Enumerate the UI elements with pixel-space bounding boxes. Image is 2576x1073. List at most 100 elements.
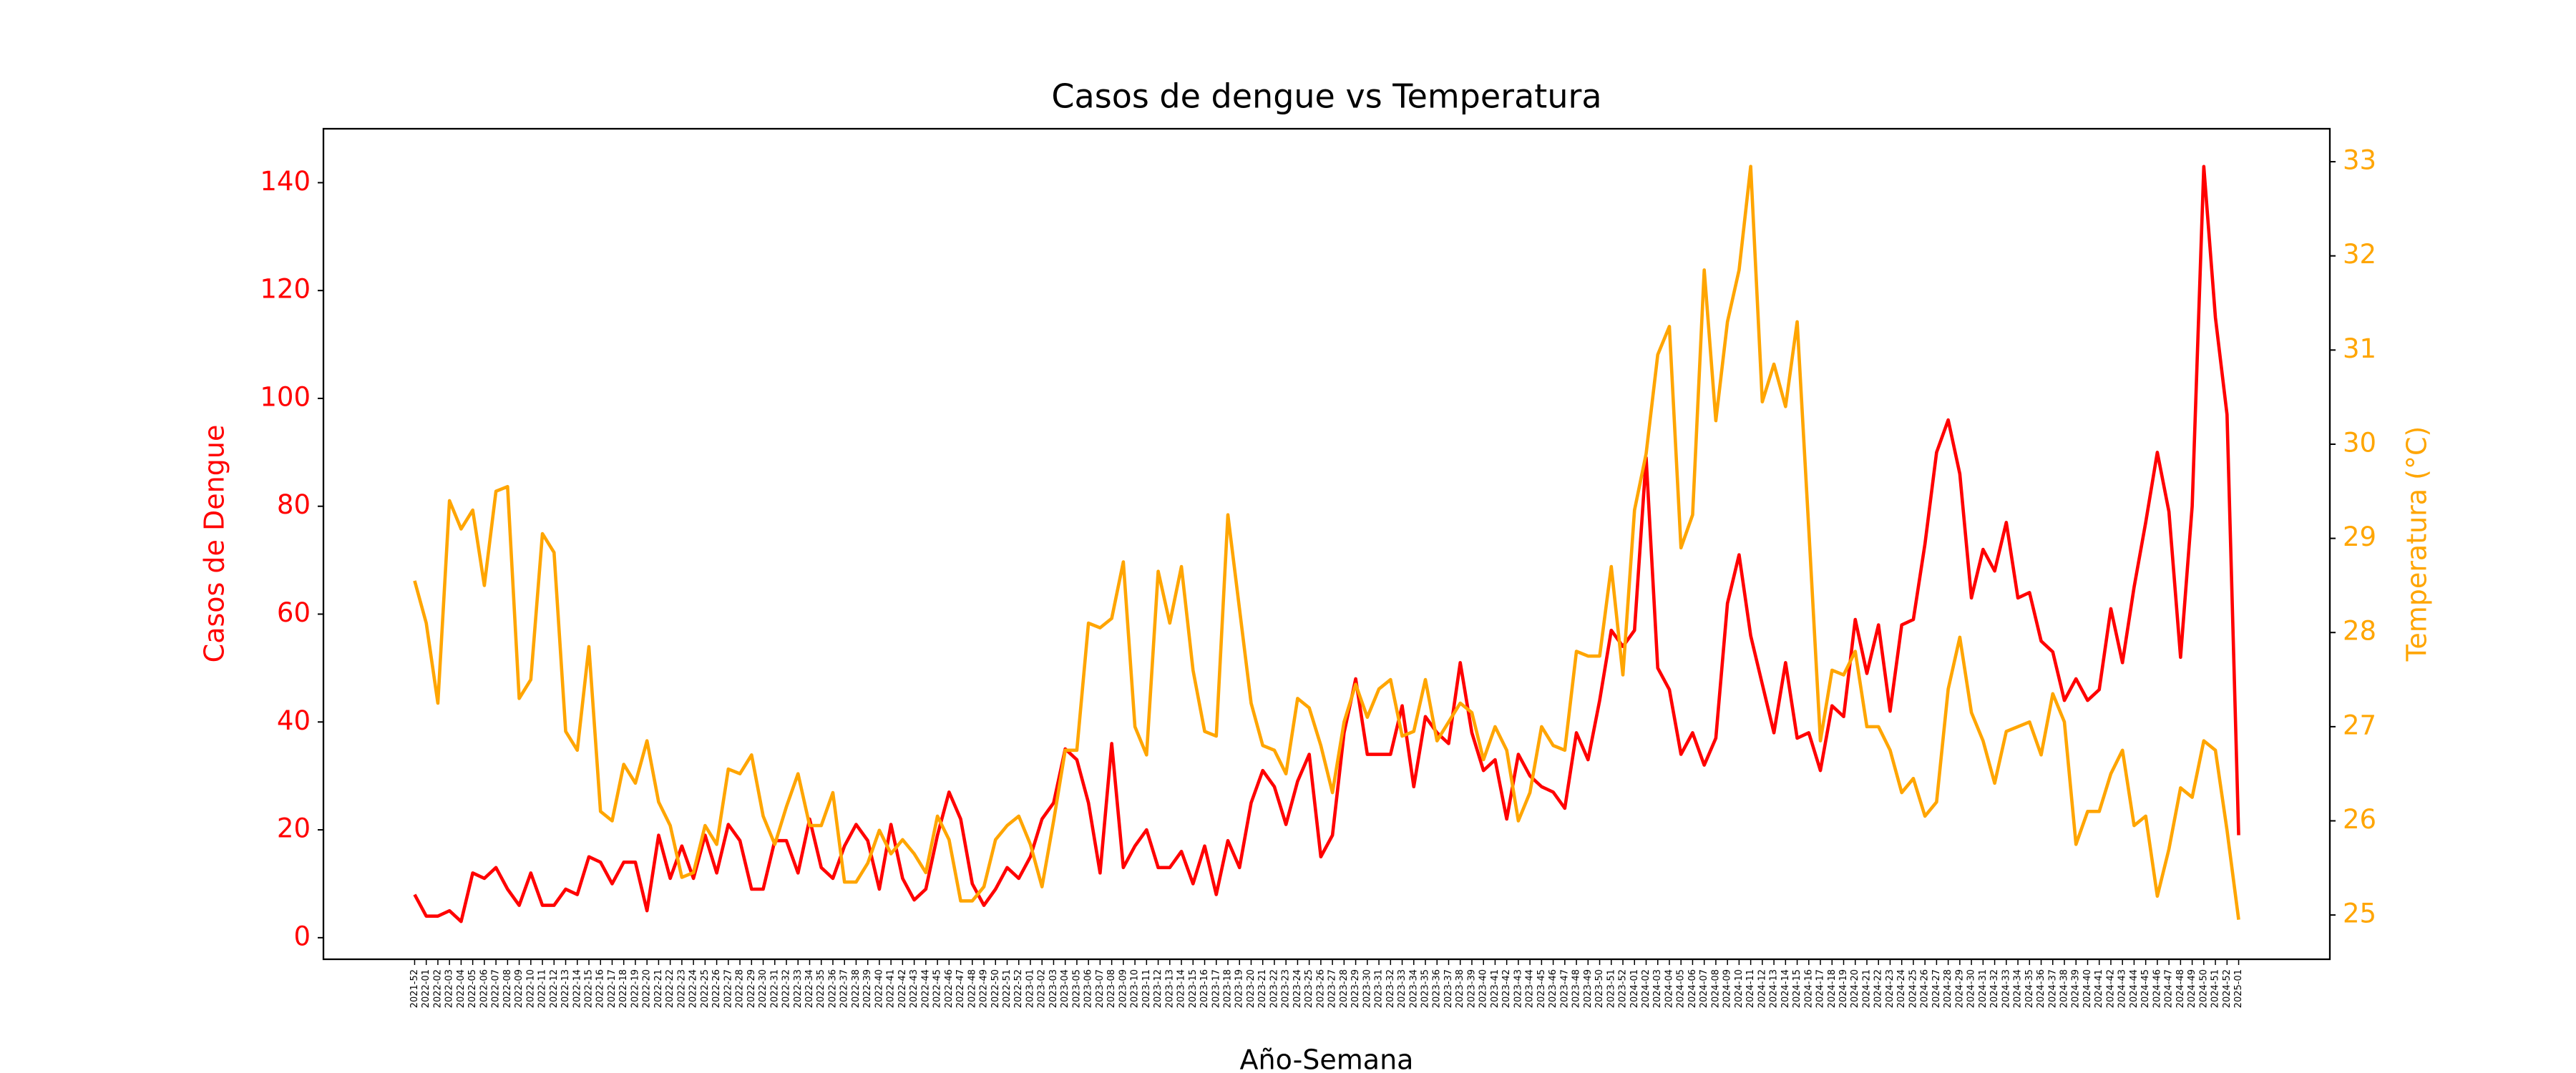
- x-tick-label: 2024-26: [1920, 969, 1931, 1008]
- x-tick-label: 2024-41: [2094, 969, 2104, 1008]
- x-tick-label: 2021-52: [409, 969, 420, 1008]
- x-tick-label: 2024-13: [1769, 969, 1780, 1008]
- x-tick-label: 2022-14: [572, 969, 582, 1008]
- x-tick-label: 2023-12: [1153, 969, 1163, 1008]
- x-tick-label: 2022-50: [990, 969, 1001, 1008]
- x-tick-label: 2023-38: [1455, 969, 1465, 1008]
- x-tick-label: 2023-18: [1222, 969, 1233, 1008]
- x-tick-label: 2023-08: [1106, 969, 1117, 1008]
- y-tick-label: 20: [277, 813, 311, 844]
- x-tick-label: 2024-29: [1954, 969, 1965, 1008]
- x-axis-label: Año-Semana: [1240, 1044, 1414, 1073]
- x-tick-label: 2022-19: [630, 969, 640, 1008]
- x-tick-label: 2024-31: [1978, 969, 1989, 1008]
- x-tick-label: 2022-01: [421, 969, 431, 1008]
- x-tick-label: 2023-47: [1559, 969, 1570, 1008]
- x-tick-label: 2022-27: [723, 969, 733, 1008]
- y-tick-label: 120: [260, 274, 311, 305]
- x-tick-label: 2022-09: [514, 969, 525, 1008]
- x-tick-label: 2022-06: [479, 969, 489, 1008]
- x-tick-label: 2022-20: [642, 969, 653, 1008]
- x-tick-label: 2024-47: [2164, 969, 2175, 1008]
- x-tick-label: 2022-35: [816, 969, 826, 1008]
- x-tick-label: 2022-44: [920, 969, 931, 1008]
- y2-tick-label: 33: [2343, 145, 2376, 176]
- y2-tick-label: 26: [2343, 804, 2376, 835]
- x-tick-label: 2022-29: [746, 969, 757, 1008]
- y-tick-label: 100: [260, 381, 311, 412]
- x-tick-label: 2023-32: [1385, 969, 1396, 1008]
- x-tick-label: 2023-23: [1281, 969, 1292, 1008]
- x-tick-label: 2024-02: [1641, 969, 1652, 1008]
- x-tick-label: 2024-04: [1664, 969, 1674, 1008]
- x-tick-label: 2024-14: [1780, 969, 1791, 1008]
- x-tick-label: 2022-30: [758, 969, 769, 1008]
- x-tick-label: 2024-03: [1652, 969, 1663, 1008]
- x-tick-label: 2024-18: [1827, 969, 1838, 1008]
- y-tick-label: 140: [260, 166, 311, 197]
- x-tick-label: 2024-15: [1792, 969, 1802, 1008]
- x-tick-label: 2023-17: [1211, 969, 1221, 1008]
- x-tick-label: 2022-22: [665, 969, 675, 1008]
- y2-tick-label: 27: [2343, 710, 2376, 740]
- x-tick-label: 2023-22: [1269, 969, 1279, 1008]
- x-tick-label: 2024-44: [2129, 969, 2140, 1008]
- x-tick-label: 2023-29: [1350, 969, 1361, 1008]
- x-tick-label: 2022-26: [711, 969, 722, 1008]
- x-tick-label: 2022-25: [700, 969, 711, 1008]
- x-tick-label: 2023-46: [1548, 969, 1558, 1008]
- x-tick-label: 2022-07: [491, 969, 502, 1008]
- x-tick-label: 2024-05: [1676, 969, 1687, 1008]
- x-tick-label: 2023-02: [1037, 969, 1048, 1008]
- x-tick-label: 2022-15: [583, 969, 594, 1008]
- x-tick-label: 2023-26: [1315, 969, 1326, 1008]
- x-tick-label: 2023-07: [1095, 969, 1106, 1008]
- x-tick-label: 2024-33: [2001, 969, 2011, 1008]
- y-axis-label: Casos de Dengue: [199, 425, 230, 663]
- y-tick-label: 0: [293, 921, 311, 951]
- x-tick-label: 2022-46: [944, 969, 955, 1008]
- x-tick-label: 2022-38: [851, 969, 862, 1008]
- y2-tick-label: 32: [2343, 239, 2376, 270]
- x-tick-label: 2024-30: [1966, 969, 1977, 1008]
- x-tick-label: 2024-37: [2047, 969, 2058, 1008]
- x-tick-label: 2023-31: [1374, 969, 1385, 1008]
- y-tick-label: 80: [277, 489, 311, 520]
- x-tick-label: 2023-11: [1141, 969, 1152, 1008]
- x-tick-label: 2024-50: [2198, 969, 2209, 1008]
- x-tick-label: 2024-01: [1629, 969, 1640, 1008]
- x-tick-label: 2024-24: [1896, 969, 1907, 1008]
- x-tick-label: 2022-28: [735, 969, 746, 1008]
- x-tick-label: 2022-08: [502, 969, 513, 1008]
- x-tick-label: 2022-23: [676, 969, 687, 1008]
- x-tick-label: 2023-49: [1583, 969, 1594, 1008]
- x-tick-label: 2023-52: [1618, 969, 1629, 1008]
- x-tick-label: 2024-45: [2140, 969, 2151, 1008]
- x-tick-label: 2022-43: [909, 969, 919, 1008]
- x-tick-label: 2023-14: [1176, 969, 1187, 1008]
- y-tick-label: 40: [277, 705, 311, 736]
- x-tick-label: 2024-23: [1885, 969, 1896, 1008]
- x-tick-label: 2022-12: [549, 969, 560, 1008]
- x-tick-label: 2024-27: [1931, 969, 1942, 1008]
- plot-area: 0 20 40 60 80 100 120 140 25 26 27 28 29 30 31 32 33 2021…: [260, 145, 2376, 1009]
- x-tick-label: 2024-12: [1757, 969, 1767, 1008]
- x-tick-label: 2023-35: [1420, 969, 1431, 1008]
- x-tick-label: 2023-44: [1525, 969, 1536, 1008]
- y2-tick-label: 29: [2343, 521, 2376, 552]
- x-tick-label: 2023-03: [1048, 969, 1059, 1008]
- x-tick-label: 2024-51: [2210, 969, 2221, 1008]
- y2-tick-label: 31: [2343, 333, 2376, 364]
- x-tick-label: 2023-42: [1501, 969, 1512, 1008]
- x-tick-label: 2024-40: [2082, 969, 2093, 1008]
- x-tick-label: 2024-28: [1943, 969, 1953, 1008]
- x-tick-label: 2022-34: [804, 969, 815, 1008]
- x-tick-label: 2023-50: [1594, 969, 1605, 1008]
- x-tick-label: 2024-36: [2036, 969, 2046, 1008]
- x-tick-label: 2024-22: [1873, 969, 1884, 1008]
- x-tick-label: 2022-42: [897, 969, 908, 1008]
- x-tick-label: 2024-21: [1861, 969, 1872, 1008]
- x-tick-label: 2023-05: [1071, 969, 1082, 1008]
- x-tick-label: 2022-37: [839, 969, 850, 1008]
- x-tick-label: 2024-32: [1989, 969, 2000, 1008]
